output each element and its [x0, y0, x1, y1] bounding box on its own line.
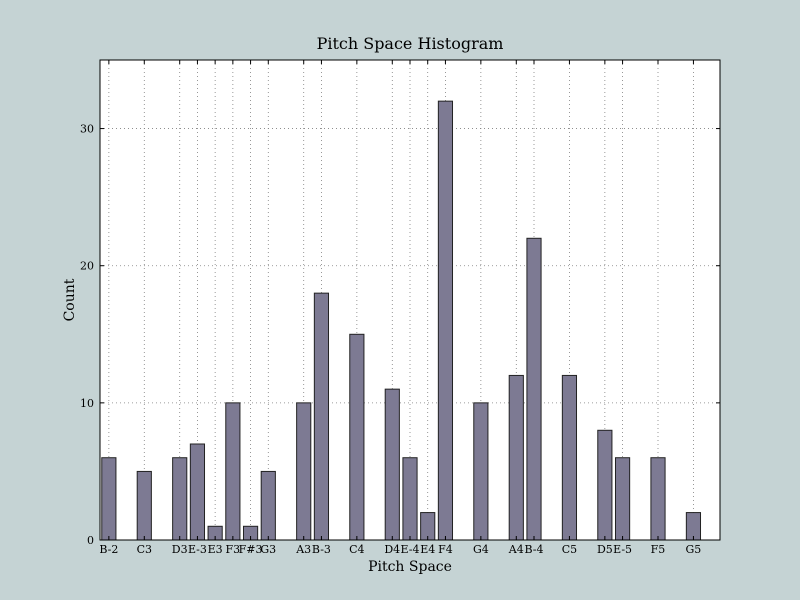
x-tick-label: D3: [172, 543, 188, 556]
y-tick-label: 20: [80, 260, 94, 273]
x-axis-label: Pitch Space: [368, 559, 452, 575]
x-tick-label: B-3: [312, 543, 331, 556]
x-tick-label: A3: [295, 543, 311, 556]
x-tick-label: D4: [384, 543, 400, 556]
x-tick-label: G5: [686, 543, 702, 556]
bar-bflat2: [101, 457, 117, 541]
x-tick-label: G4: [473, 543, 489, 556]
bar-g3: [260, 470, 276, 541]
x-tick-label: F4: [438, 543, 453, 556]
bar-f5: [650, 457, 666, 541]
bar-d3: [172, 457, 188, 541]
x-tick-label: F5: [651, 543, 666, 556]
bar-a4: [508, 374, 524, 541]
bar-eflat4: [402, 457, 418, 541]
x-tick-label: E-5: [613, 543, 632, 556]
axis-ticks: B-2 C3 D3 E-3 E3 F3F#3G3 A3 B-3 C4 D4 E-4 E4 F4 G4 A4 B…: [80, 60, 720, 556]
x-tick-label: C3: [137, 543, 152, 556]
x-tick-label: A4: [508, 543, 524, 556]
bar-c3: [136, 470, 152, 541]
x-tick-label: B-4: [524, 543, 543, 556]
x-tick-label: E3: [208, 543, 223, 556]
y-axis-label: Count: [62, 278, 78, 321]
bar-bflat4: [526, 237, 542, 541]
bar-c4: [349, 333, 365, 541]
x-tick-label: F#3: [239, 543, 263, 556]
x-tick-label: E-4: [401, 543, 420, 556]
bar-f3: [225, 402, 241, 541]
bar-eflat5: [614, 457, 631, 541]
bar-bflat3: [313, 292, 330, 541]
bar-a3: [296, 402, 312, 541]
x-tick-label: G3: [260, 543, 276, 556]
bar-g4: [473, 402, 489, 541]
y-tick-label: 30: [80, 123, 94, 136]
y-tick-label: 0: [87, 534, 94, 547]
bar-d5: [597, 429, 613, 541]
x-tick-label: C4: [349, 543, 364, 556]
bars: [101, 100, 702, 541]
y-tick-label: 10: [80, 397, 94, 410]
bar-g5: [685, 512, 702, 541]
bar-e4: [420, 512, 436, 541]
bar-c5: [561, 374, 578, 541]
bar-f4: [437, 100, 454, 541]
x-tick-label: E-3: [188, 543, 207, 556]
bar-d4: [384, 388, 400, 541]
x-tick-label: D5: [597, 543, 613, 556]
x-tick-label: F3: [226, 543, 241, 556]
x-tick-label: E4: [420, 543, 435, 556]
x-tick-label: C5: [562, 543, 577, 556]
x-tick-label: B-2: [99, 543, 118, 556]
chart-title: Pitch Space Histogram: [317, 34, 504, 53]
bar-eflat3: [189, 443, 206, 541]
